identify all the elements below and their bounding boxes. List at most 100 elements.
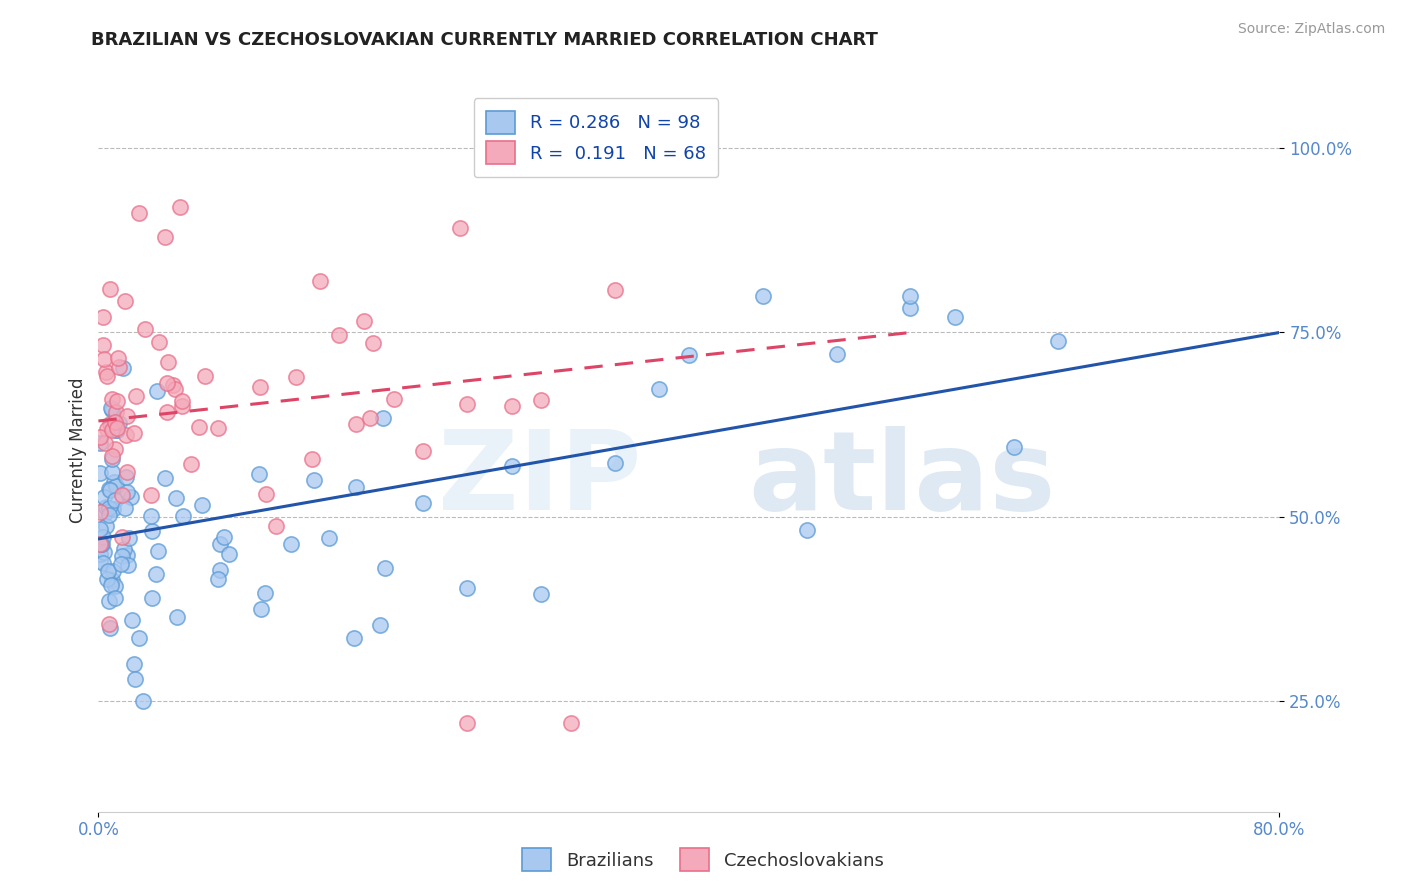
- Point: [155, 376, 177, 390]
- Point: [118, 531, 141, 545]
- Point: [412, 496, 434, 510]
- Point: [194, 369, 217, 384]
- Point: [141, 488, 163, 502]
- Point: [218, 547, 240, 561]
- Point: [100, 403, 122, 417]
- Point: [162, 378, 184, 392]
- Legend: R = 0.286   N = 98, R =  0.191   N = 68: R = 0.286 N = 98, R = 0.191 N = 68: [474, 98, 718, 178]
- Point: [146, 384, 169, 399]
- Point: [124, 672, 146, 686]
- Point: [249, 380, 271, 394]
- Point: [100, 419, 122, 434]
- Point: [125, 389, 148, 403]
- Point: [209, 537, 232, 551]
- Point: [115, 548, 138, 562]
- Point: [114, 469, 136, 483]
- Point: [90, 537, 112, 551]
- Text: ZIP: ZIP: [439, 425, 641, 533]
- Point: [344, 417, 367, 431]
- Point: [353, 314, 375, 328]
- Point: [103, 418, 125, 433]
- Point: [89, 522, 111, 536]
- Point: [156, 405, 179, 419]
- Point: [247, 467, 270, 482]
- Point: [187, 420, 209, 434]
- Point: [605, 283, 627, 297]
- Point: [153, 471, 176, 485]
- Point: [97, 501, 120, 516]
- Point: [91, 310, 114, 325]
- Point: [359, 411, 381, 425]
- Point: [114, 293, 136, 308]
- Point: [107, 416, 129, 430]
- Point: [530, 393, 553, 408]
- Point: [209, 563, 232, 577]
- Point: [172, 509, 194, 524]
- Point: [560, 716, 582, 731]
- Point: [501, 399, 523, 413]
- Point: [89, 547, 111, 561]
- Point: [105, 394, 128, 409]
- Point: [368, 617, 391, 632]
- Point: [132, 694, 155, 708]
- Point: [93, 556, 115, 570]
- Point: [107, 359, 129, 374]
- Point: [115, 485, 138, 500]
- Point: [382, 392, 405, 407]
- Point: [105, 479, 128, 493]
- Point: [117, 558, 139, 573]
- Point: [165, 382, 187, 396]
- Point: [170, 394, 193, 409]
- Point: [91, 338, 114, 352]
- Point: [115, 465, 138, 479]
- Point: [153, 229, 176, 244]
- Point: [114, 500, 136, 515]
- Point: [343, 631, 366, 645]
- Y-axis label: Currently Married: Currently Married: [69, 377, 87, 524]
- Point: [796, 523, 818, 537]
- Point: [254, 487, 277, 501]
- Point: [101, 449, 124, 463]
- Point: [96, 422, 118, 436]
- Point: [212, 530, 235, 544]
- Point: [110, 530, 132, 544]
- Point: [100, 573, 122, 587]
- Point: [530, 587, 553, 601]
- Point: [825, 347, 848, 361]
- Text: atlas: atlas: [748, 425, 1056, 533]
- Point: [111, 549, 134, 563]
- Point: [94, 519, 117, 533]
- Point: [105, 424, 128, 438]
- Text: Source: ZipAtlas.com: Source: ZipAtlas.com: [1237, 22, 1385, 37]
- Point: [111, 361, 134, 376]
- Point: [90, 537, 112, 551]
- Text: BRAZILIAN VS CZECHOSLOVAKIAN CURRENTLY MARRIED CORRELATION CHART: BRAZILIAN VS CZECHOSLOVAKIAN CURRENTLY M…: [91, 31, 879, 49]
- Point: [169, 200, 191, 214]
- Point: [172, 399, 194, 413]
- Point: [374, 561, 396, 575]
- Point: [134, 321, 156, 335]
- Point: [89, 436, 111, 450]
- Point: [361, 336, 384, 351]
- Point: [457, 397, 479, 411]
- Point: [107, 421, 129, 435]
- Point: [104, 442, 127, 457]
- Point: [111, 488, 134, 502]
- Point: [98, 483, 121, 497]
- Point: [98, 621, 121, 635]
- Point: [103, 475, 125, 489]
- Point: [264, 519, 287, 533]
- Point: [121, 613, 143, 627]
- Point: [124, 426, 146, 441]
- Point: [1047, 334, 1070, 348]
- Point: [344, 480, 367, 494]
- Point: [98, 616, 121, 631]
- Point: [207, 572, 229, 586]
- Point: [93, 351, 115, 366]
- Point: [457, 716, 479, 731]
- Point: [98, 417, 121, 432]
- Point: [98, 482, 121, 496]
- Point: [89, 554, 111, 568]
- Point: [96, 368, 118, 383]
- Point: [96, 573, 118, 587]
